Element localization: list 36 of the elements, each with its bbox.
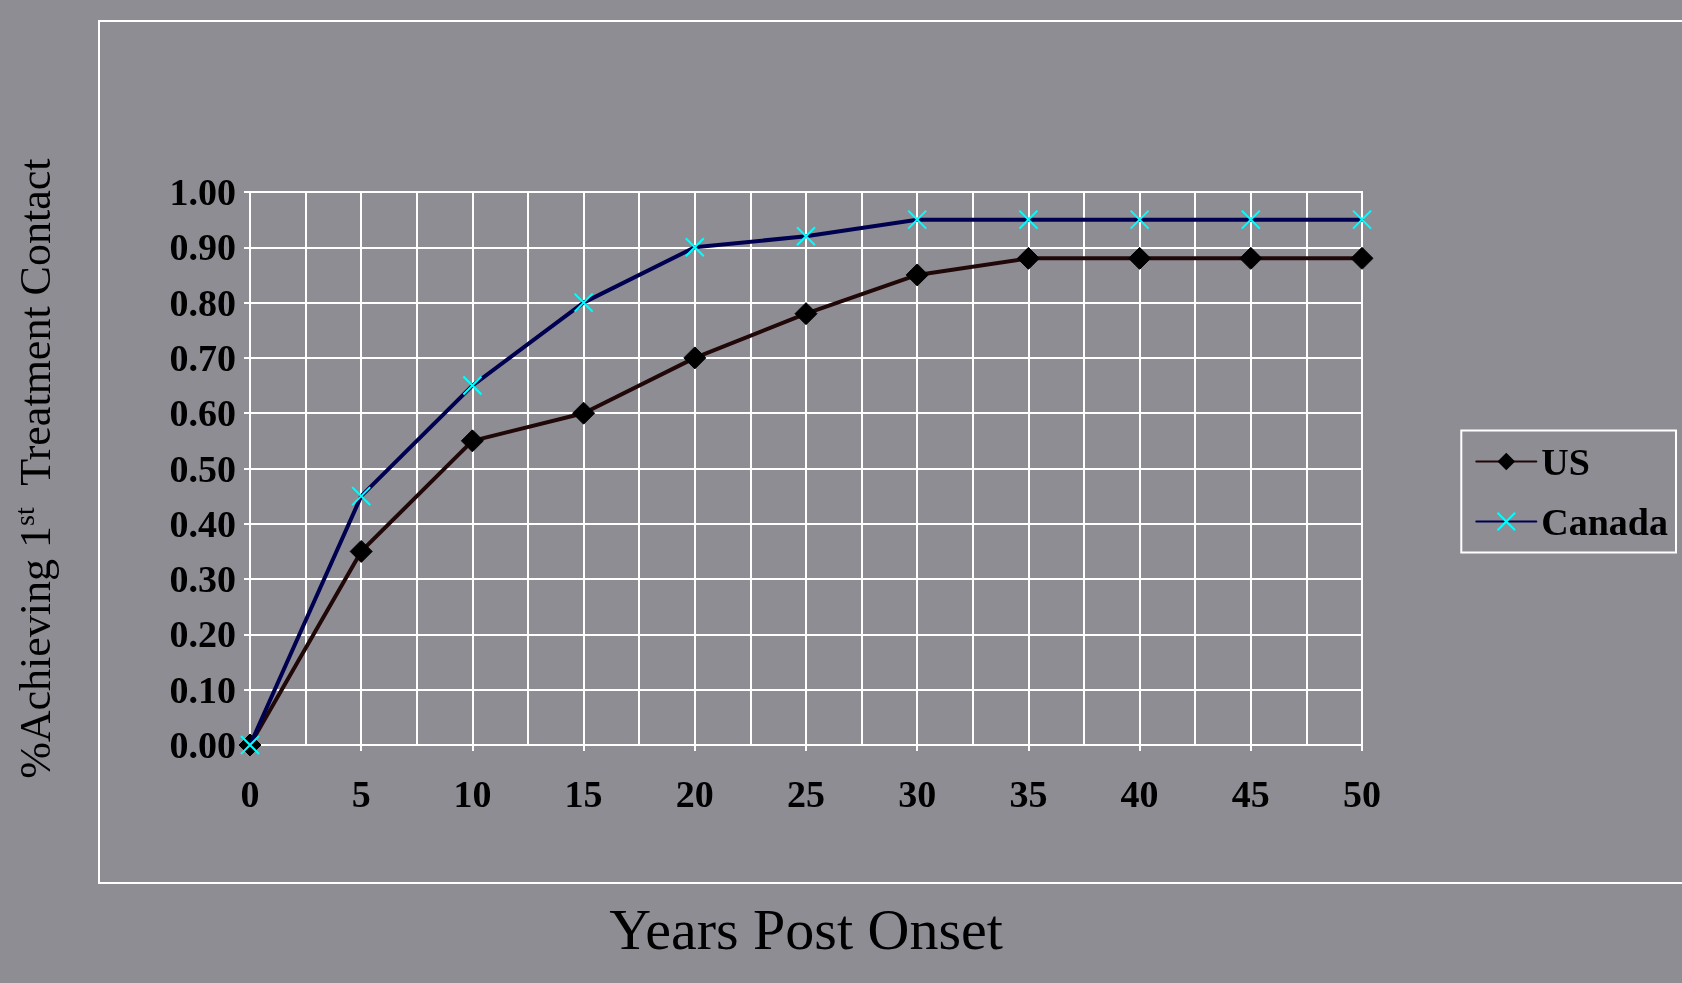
y-tick-label: 0.40 (169, 502, 236, 545)
x-axis-title: Years Post Onset (609, 896, 1003, 962)
y-tick-label: 0.90 (169, 226, 236, 269)
point (1239, 246, 1263, 270)
x-tick-label: 35 (1009, 773, 1048, 815)
point (1350, 246, 1374, 270)
x-tick-label: 10 (453, 773, 492, 815)
y-tick-label: 0.50 (169, 447, 236, 490)
point (794, 302, 818, 326)
y-tick-label: 0.10 (169, 668, 236, 711)
y-axis-title: %Achieving 1st Treatment Contact (8, 158, 60, 779)
y-tick-label: 0.30 (169, 558, 236, 601)
y-tick-label: 0.20 (169, 613, 236, 656)
x-tick-label: 45 (1231, 773, 1270, 815)
y-tick-label: 0.70 (169, 336, 236, 379)
legend-label: Canada (1541, 500, 1669, 543)
y-tick-label: 1.00 (169, 171, 236, 213)
point (349, 539, 373, 563)
point (460, 429, 484, 453)
x-tick-label: 0 (240, 773, 260, 815)
point (1128, 246, 1152, 270)
x-tick-label: 30 (898, 773, 937, 815)
y-tick-label: 0.80 (169, 281, 236, 324)
y-tick-label: 0.00 (169, 724, 236, 766)
x-tick-label: 50 (1343, 773, 1381, 815)
x-tick-label: 20 (675, 773, 714, 815)
point (905, 263, 929, 287)
x-tick-label: 25 (787, 773, 825, 815)
y-tick-label: 0.60 (169, 392, 236, 435)
point (683, 346, 707, 370)
legend-label: US (1541, 440, 1590, 483)
x-tick-label: 15 (564, 773, 603, 815)
x-tick-label: 40 (1120, 773, 1159, 815)
x-tick-label: 5 (351, 773, 371, 815)
point (1016, 246, 1040, 270)
point (572, 401, 596, 425)
